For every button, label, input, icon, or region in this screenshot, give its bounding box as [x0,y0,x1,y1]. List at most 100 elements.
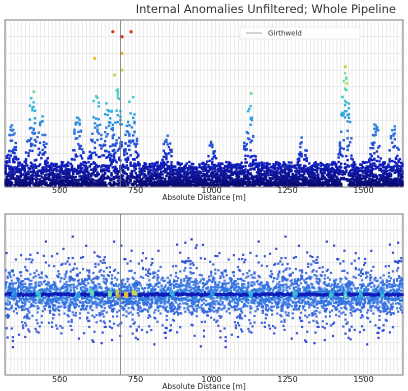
bottom-data-point [59,298,62,301]
top-data-point [10,168,14,172]
top-data-point [61,181,65,184]
top-data-point [46,177,49,181]
top-data-point [217,175,220,179]
top-data-point [26,140,29,143]
top-data-point [102,182,106,185]
top-data-point [265,171,269,175]
top-data-point [221,179,224,183]
top-data-point [299,182,302,185]
top-data-point [97,155,100,159]
top-data-point [10,150,14,153]
top-data-point [208,178,211,181]
top-data-point [147,168,150,172]
top-data-point [165,153,168,156]
top-data-point [285,180,288,183]
top-data-point [13,166,16,169]
top-data-point [388,172,391,175]
top-data-point [230,170,233,173]
top-data-point [157,164,160,167]
bottom-data-point [57,275,60,279]
top-data-point [377,129,380,132]
bottom-data-point [58,309,61,312]
top-data-point [200,178,204,181]
top-data-point [379,184,382,187]
top-data-point [100,147,103,150]
bottom-data-point [90,298,93,301]
top-data-point [311,174,315,178]
bottom-data-point [74,285,77,288]
top-data-point [320,182,324,186]
top-data-point [352,161,356,165]
top-x-tick-label: 1000 [201,186,221,195]
top-data-point [12,168,15,171]
top-data-point [398,183,402,186]
top-data-point [280,174,283,177]
top-data-point [345,101,348,104]
top-data-point [227,161,231,164]
top-data-point [268,182,271,185]
top-data-point [230,183,233,186]
top-data-point [227,170,231,173]
top-data-point [325,167,329,170]
top-data-point [347,107,351,110]
bottom-data-point [71,256,74,260]
top-data-point [132,158,135,161]
bottom-data-point [31,258,34,261]
top-data-point [232,164,236,168]
top-data-point [338,180,342,183]
top-data-point [277,176,280,180]
top-data-point [45,181,48,185]
top-data-point [112,180,116,184]
bottom-data-point [5,251,8,255]
top-data-point [185,180,189,184]
top-data-point [64,165,67,168]
top-data-point [24,158,28,161]
top-data-point [380,177,384,181]
top-data-point [175,180,178,184]
top-data-point [128,144,131,147]
top-data-point [239,172,242,175]
top-data-point [274,178,278,181]
bottom-data-point [57,287,60,290]
top-data-point [359,169,362,173]
top-data-point [169,142,172,145]
top-data-point [124,181,127,185]
top-data-point [161,176,164,180]
top-data-point [216,173,219,176]
top-data-point [346,137,349,140]
top-data-point [69,181,72,185]
top-data-point [305,180,308,183]
top-data-point [157,165,160,169]
bottom-data-point [68,278,71,281]
top-data-point [361,171,365,174]
top-data-point [134,171,137,175]
top-data-point [33,131,37,135]
bottom-data-point [55,285,58,288]
top-data-point [111,128,114,132]
top-data-point [36,178,39,181]
bottom-data-point [44,274,47,278]
bottom-data-point [44,295,47,298]
top-data-point [19,180,23,183]
top-data-point [324,178,328,181]
top-data-point [148,181,151,184]
top-data-point [186,168,190,171]
top-data-point [189,180,192,183]
top-data-point [193,179,196,182]
top-data-point [211,176,214,179]
top-data-point [135,184,139,187]
top-data-point [6,179,10,183]
top-data-point [193,166,196,170]
top-points [4,30,404,187]
top-data-point [14,157,18,161]
top-data-point [222,178,226,181]
top-data-point [185,170,189,174]
top-data-point [69,176,72,179]
top-data-point [96,165,99,169]
top-data-point [73,130,76,134]
top-data-point [385,181,389,184]
top-data-point [213,150,217,153]
top-data-point [143,162,146,165]
top-data-point [333,162,337,166]
top-data-point [235,174,238,177]
